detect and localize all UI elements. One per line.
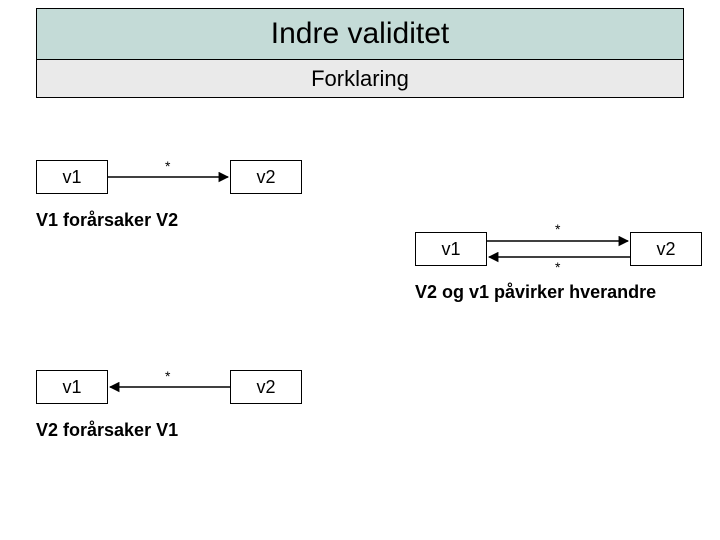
d3-star: *	[165, 368, 170, 384]
d3-caption: V2 forårsaker V1	[36, 420, 178, 441]
d3-arrow	[0, 0, 720, 540]
